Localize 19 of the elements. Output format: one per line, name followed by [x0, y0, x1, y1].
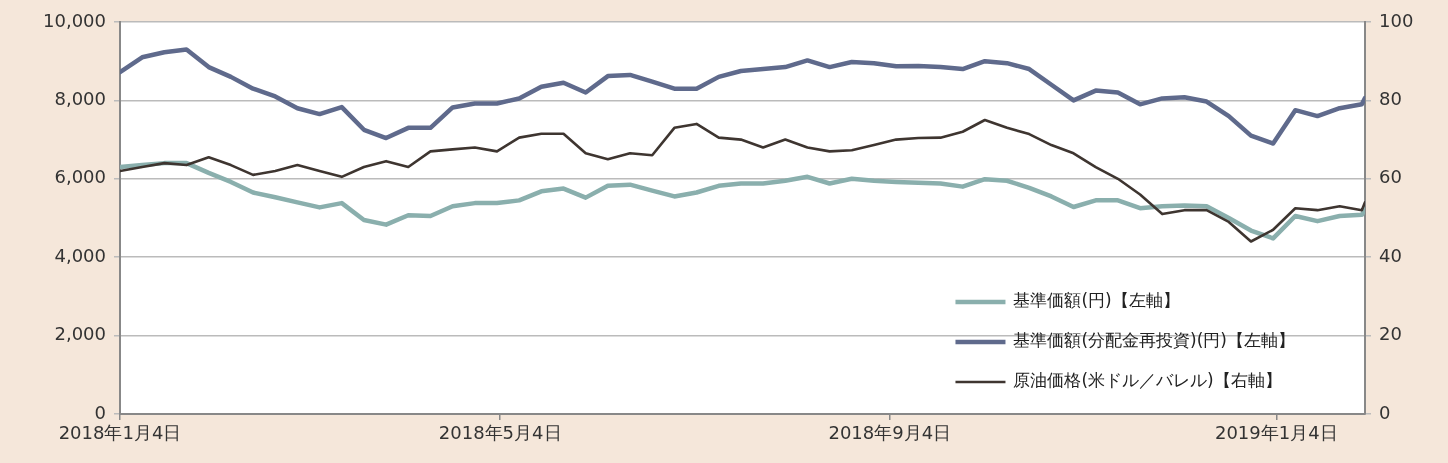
y-tick-label: 4,000	[54, 244, 106, 266]
x-tick-label: 2018年1月4日	[58, 422, 182, 444]
y2-tick-label: 40	[1379, 244, 1402, 266]
legend-label: 基準価額(円)【左軸】	[1013, 290, 1180, 311]
x-tick-label: 2018年9月4日	[828, 422, 952, 444]
x-tick-label: 2019年1月4日	[1214, 422, 1338, 444]
y-tick-label: 10,000	[43, 9, 106, 31]
legend-label: 基準価額(分配金再投資)(円)【左軸】	[1013, 330, 1295, 351]
y2-tick-label: 80	[1379, 88, 1402, 110]
y-tick-label: 6,000	[54, 166, 106, 188]
y-tick-label: 8,000	[54, 88, 106, 110]
y2-tick-label: 100	[1379, 9, 1414, 31]
x-tick-label: 2018年5月4日	[438, 422, 562, 444]
y2-tick-label: 0	[1379, 401, 1391, 423]
y-tick-label: 0	[94, 401, 106, 423]
legend-label: 原油価格(米ドル／バレル)【右軸】	[1013, 370, 1282, 391]
y-tick-label: 2,000	[54, 323, 106, 345]
y2-tick-label: 60	[1379, 166, 1402, 188]
y2-tick-label: 20	[1379, 323, 1402, 345]
